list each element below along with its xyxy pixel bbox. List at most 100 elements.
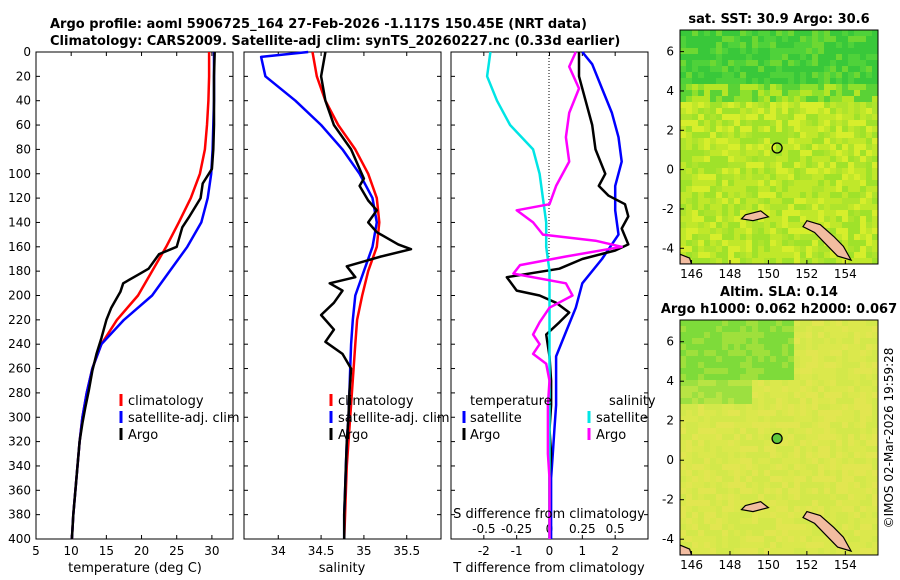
map-cell xyxy=(716,240,722,246)
map-cell xyxy=(776,90,782,96)
map-cell xyxy=(716,530,722,536)
map-cell xyxy=(770,168,776,174)
map-cell xyxy=(710,252,716,258)
map-cell xyxy=(740,536,746,542)
map-cell xyxy=(716,380,722,386)
map-cell xyxy=(860,150,866,156)
map-cell xyxy=(680,500,686,506)
map-cell xyxy=(872,120,878,126)
map-cell xyxy=(860,132,866,138)
map-cell xyxy=(770,228,776,234)
map-cell xyxy=(812,54,818,60)
map-cell xyxy=(728,144,734,150)
map-y-tick-label: 4 xyxy=(666,84,674,98)
map-cell xyxy=(686,458,692,464)
map-cell xyxy=(806,156,812,162)
map-cell xyxy=(788,374,794,380)
map-cell xyxy=(752,192,758,198)
map-cell xyxy=(836,500,842,506)
map-cell xyxy=(800,102,806,108)
map-cell xyxy=(842,78,848,84)
map-cell xyxy=(860,488,866,494)
map-cell xyxy=(710,234,716,240)
map-cell xyxy=(716,42,722,48)
map-cell xyxy=(806,36,812,42)
sla-map xyxy=(680,320,878,555)
y-tick-label: 360 xyxy=(8,483,31,497)
map-cell xyxy=(836,476,842,482)
map-cell xyxy=(836,494,842,500)
map-cell xyxy=(680,78,686,84)
map-cell xyxy=(734,90,740,96)
map-cell xyxy=(752,78,758,84)
map-cell xyxy=(812,150,818,156)
map-cell xyxy=(740,66,746,72)
map-cell xyxy=(812,198,818,204)
map-cell xyxy=(854,392,860,398)
map-cell xyxy=(722,482,728,488)
map-cell xyxy=(800,144,806,150)
map-cell xyxy=(848,320,854,326)
map-cell xyxy=(728,168,734,174)
map-cell xyxy=(788,320,794,326)
map-cell xyxy=(716,114,722,120)
map-cell xyxy=(698,198,704,204)
map-cell xyxy=(812,210,818,216)
map-cell xyxy=(716,320,722,326)
map-cell xyxy=(728,150,734,156)
map-cell xyxy=(800,258,806,264)
map-cell xyxy=(734,246,740,252)
map-cell xyxy=(788,440,794,446)
map-cell xyxy=(818,428,824,434)
map-cell xyxy=(794,186,800,192)
map-cell xyxy=(818,168,824,174)
map-cell xyxy=(812,332,818,338)
map-cell xyxy=(842,368,848,374)
map-cell xyxy=(836,440,842,446)
map-cell xyxy=(818,416,824,422)
map-cell xyxy=(722,216,728,222)
map-cell xyxy=(680,362,686,368)
map-cell xyxy=(758,464,764,470)
map-cell xyxy=(872,258,878,264)
map-cell xyxy=(740,368,746,374)
map-cell xyxy=(722,350,728,356)
map-cell xyxy=(746,222,752,228)
map-cell xyxy=(800,338,806,344)
map-cell xyxy=(806,204,812,210)
map-cell xyxy=(806,180,812,186)
map-cell xyxy=(764,114,770,120)
map-cell xyxy=(758,132,764,138)
map-cell xyxy=(824,416,830,422)
map-cell xyxy=(848,470,854,476)
map-cell xyxy=(776,228,782,234)
map-cell xyxy=(746,120,752,126)
map-cell xyxy=(704,374,710,380)
map-cell xyxy=(860,518,866,524)
map-cell xyxy=(866,108,872,114)
map-cell xyxy=(710,536,716,542)
map-cell xyxy=(854,350,860,356)
map-cell xyxy=(758,198,764,204)
map-cell xyxy=(848,536,854,542)
map-cell xyxy=(818,132,824,138)
map-cell xyxy=(770,356,776,362)
map-cell xyxy=(764,518,770,524)
map-cell xyxy=(734,476,740,482)
map-cell xyxy=(704,440,710,446)
map-cell xyxy=(698,506,704,512)
map-cell xyxy=(836,446,842,452)
map-cell xyxy=(800,84,806,90)
map-cell xyxy=(812,114,818,120)
map-cell xyxy=(836,506,842,512)
map-cell xyxy=(776,36,782,42)
map-cell xyxy=(722,198,728,204)
map-cell xyxy=(758,416,764,422)
map-cell xyxy=(758,428,764,434)
map-cell xyxy=(686,404,692,410)
map-cell xyxy=(698,362,704,368)
map-cell xyxy=(686,482,692,488)
map-cell xyxy=(704,380,710,386)
map-cell xyxy=(728,252,734,258)
map-cell xyxy=(728,530,734,536)
